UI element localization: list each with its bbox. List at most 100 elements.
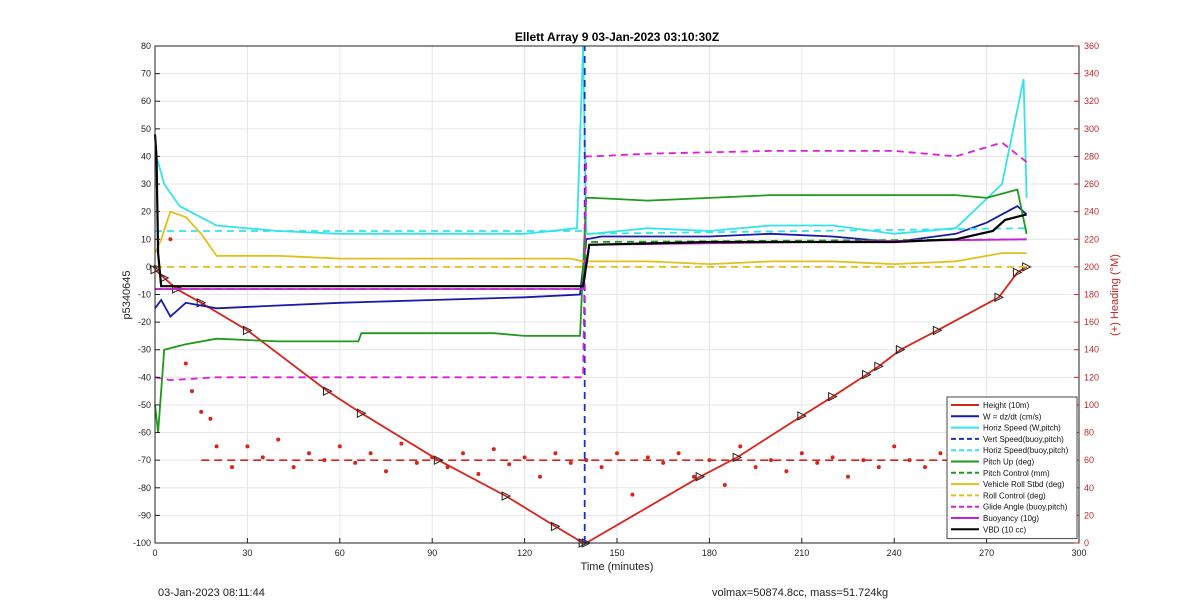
legend-entry: Height (10m)	[983, 401, 1030, 410]
y-tick-label-right: 280	[1084, 151, 1099, 161]
y-tick-label-right: 300	[1084, 124, 1099, 134]
y-axis-label-right: (+) Heading (°M)	[1109, 254, 1121, 336]
heading-point	[722, 483, 727, 488]
y-tick-label-right: 240	[1084, 207, 1099, 217]
height-marker	[732, 452, 743, 463]
footer-timestamp: 03-Jan-2023 08:11:44	[158, 587, 265, 599]
y-tick-label-right: 20	[1084, 510, 1094, 520]
y-tick-label-right: 200	[1084, 262, 1099, 272]
heading-point	[568, 460, 573, 465]
y-tick-label-left: 50	[141, 124, 151, 134]
height-marker	[874, 361, 884, 372]
y-tick-label-left: -60	[138, 428, 151, 438]
legend-box	[946, 396, 1078, 540]
height-marker	[828, 391, 838, 402]
height-marker	[433, 455, 444, 465]
height-marker	[861, 369, 872, 380]
y-tick-label-left: -40	[138, 372, 151, 382]
x-axis-label: Time (minutes)	[581, 561, 654, 573]
x-tick-label: 210	[794, 548, 809, 558]
heading-point	[907, 458, 912, 463]
axes: 0 30 60 90 120 150 180 210 240 270 300807060504030…	[133, 41, 1099, 558]
height-marker	[322, 386, 333, 396]
y-tick-label-right: 260	[1084, 179, 1099, 189]
footer-summary: volmax=50874.8cc, mass=51.724kg	[712, 587, 889, 599]
heading-point	[260, 455, 265, 460]
y-tick-label-right: 340	[1084, 69, 1099, 79]
heading-point	[599, 465, 604, 470]
legend-entry: W = dz/dt (cm/s)	[983, 412, 1042, 421]
height-marker	[501, 491, 512, 501]
y-tick-label-right: 140	[1084, 345, 1099, 355]
heading-point	[738, 444, 743, 449]
legend-entry: Roll Control (deg)	[983, 491, 1046, 500]
heading-point	[815, 460, 820, 465]
heading-point	[199, 409, 204, 414]
legend-entry: Horiz Speed(buoy,pitch)	[983, 446, 1069, 455]
heading-point	[168, 237, 173, 242]
heading-point	[876, 465, 881, 470]
y-tick-label-right: 320	[1084, 96, 1099, 106]
y-tick-label-right: 220	[1084, 234, 1099, 244]
height-marker	[695, 471, 706, 482]
heading-point	[476, 471, 481, 476]
heading-point	[461, 451, 465, 456]
y-tick-label-right: 180	[1084, 290, 1099, 300]
heading-point	[245, 444, 250, 449]
y-axis-label-left: p5340645	[121, 271, 133, 320]
legend-entry: Glide Angle (buoy,pitch)	[983, 503, 1068, 512]
y-tick-label-left: 10	[141, 234, 151, 244]
x-tick-label: 120	[517, 548, 532, 558]
heading-point	[214, 444, 219, 449]
height-marker	[1012, 267, 1023, 278]
legend: Height (10m) W = dz/dt (cm/s) Horiz Speed …	[946, 396, 1078, 540]
y-tick-label-right: 60	[1084, 455, 1094, 465]
heading-point	[507, 462, 512, 467]
heading-point	[522, 455, 527, 460]
y-tick-label-left: 40	[141, 151, 151, 161]
heading-point	[661, 460, 666, 465]
heading-point	[183, 361, 188, 366]
y-tick-label-left: 20	[141, 207, 151, 217]
heading-point	[208, 416, 213, 421]
x-tick-label: 150	[609, 548, 624, 558]
heading-point	[230, 465, 234, 470]
legend-entry: Buoyancy (10g)	[983, 514, 1039, 523]
y-tick-label-left: -100	[133, 538, 151, 548]
x-tick-label: 180	[702, 548, 717, 558]
heading-point	[307, 451, 311, 456]
legend-entry: Vehicle Roll Stbd (deg)	[983, 480, 1065, 489]
height-marker	[550, 521, 561, 532]
heading-point	[645, 455, 650, 460]
heading-point	[291, 465, 296, 470]
height-marker	[242, 325, 253, 336]
y-tick-label-left: 0	[146, 262, 151, 272]
heading-point	[692, 474, 696, 479]
heading-point	[368, 451, 373, 456]
y-tick-label-left: 60	[141, 96, 151, 106]
y-tick-label-right: 160	[1084, 317, 1099, 327]
legend-entry: VBD (10 cc)	[983, 525, 1026, 534]
y-tick-label-left: -90	[138, 510, 151, 520]
heading-point	[491, 447, 496, 452]
y-tick-label-right: 360	[1084, 41, 1099, 51]
heading-point	[707, 458, 712, 463]
heading-point	[769, 458, 773, 463]
height-marker	[797, 411, 807, 421]
x-tick-label: 60	[335, 548, 345, 558]
heading-point	[553, 451, 558, 456]
series-line-glide_angle	[154, 141, 1028, 382]
height-marker	[994, 292, 1005, 303]
y-tick-label-right: 100	[1084, 400, 1099, 410]
heading-point	[861, 458, 866, 463]
heading-point	[830, 455, 835, 460]
heading-point	[892, 444, 897, 449]
series-line-horiz_speed_buoy	[155, 227, 1027, 235]
y-tick-label-right: 120	[1084, 372, 1099, 382]
y-tick-label-left: -20	[138, 317, 151, 327]
heading-point	[414, 460, 419, 465]
heading-point	[399, 441, 404, 446]
y-tick-label-left: 80	[141, 41, 151, 51]
y-tick-label-left: 70	[141, 69, 151, 79]
